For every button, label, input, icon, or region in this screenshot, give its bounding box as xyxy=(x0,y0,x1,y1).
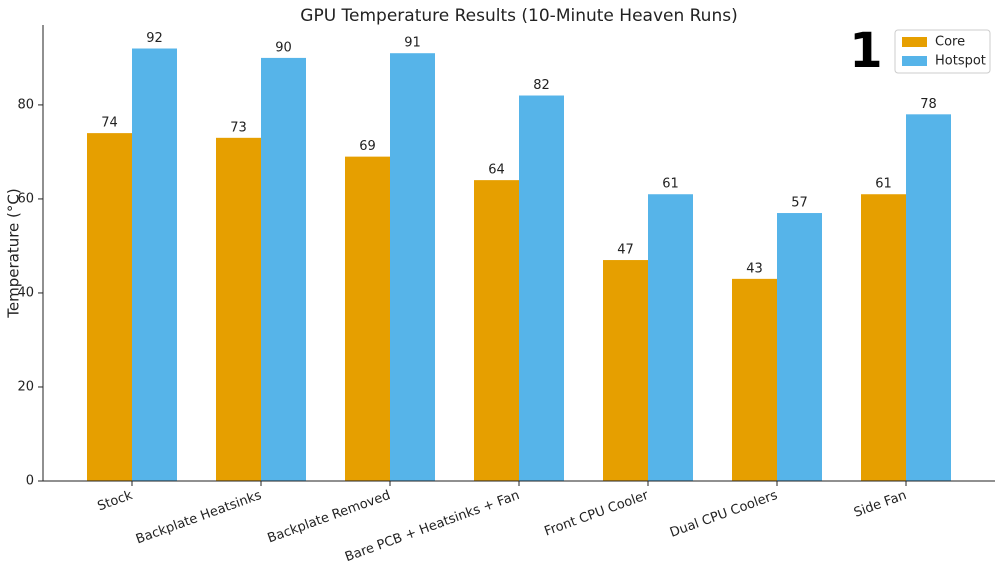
value-label: 47 xyxy=(617,243,634,258)
value-label: 91 xyxy=(404,36,421,51)
bar xyxy=(261,57,306,481)
y-tick-label: 0 xyxy=(26,474,34,489)
value-label: 57 xyxy=(791,196,808,211)
x-tick-label: Side Fan xyxy=(852,488,909,521)
y-tick-label: 80 xyxy=(17,97,34,112)
chart-title: GPU Temperature Results (10-Minute Heave… xyxy=(300,6,737,26)
value-label: 64 xyxy=(488,163,505,178)
x-tick-label: Backplate Removed xyxy=(266,488,393,546)
bar xyxy=(777,213,822,481)
bar xyxy=(132,48,177,481)
y-tick-label: 60 xyxy=(17,191,34,206)
x-tick-label: Front CPU Cooler xyxy=(543,488,652,540)
bar xyxy=(390,53,435,482)
bar xyxy=(519,95,564,481)
value-label: 74 xyxy=(101,116,118,131)
value-label: 78 xyxy=(920,97,937,112)
bar xyxy=(906,114,951,482)
bar xyxy=(732,278,777,481)
value-label: 61 xyxy=(875,177,892,192)
legend-label: Hotspot xyxy=(935,54,986,69)
bar xyxy=(861,194,906,481)
legend-swatch xyxy=(902,56,927,66)
value-label: 43 xyxy=(746,261,763,276)
value-label: 69 xyxy=(359,139,376,154)
bar xyxy=(648,194,693,481)
x-tick-label: Stock xyxy=(96,488,135,515)
bar xyxy=(216,137,261,481)
y-tick-label: 20 xyxy=(17,379,34,394)
value-label: 92 xyxy=(146,31,163,46)
y-tick-label: 40 xyxy=(17,285,34,300)
bar xyxy=(603,260,648,481)
y-axis-label: Temperature (°C) xyxy=(5,188,23,318)
annotation: 1 xyxy=(849,23,882,79)
value-label: 90 xyxy=(275,40,292,55)
legend-label: Core xyxy=(935,35,965,50)
value-label: 61 xyxy=(662,177,679,192)
legend-swatch xyxy=(902,37,927,47)
bar xyxy=(474,180,519,481)
x-tick-label: Dual CPU Coolers xyxy=(668,488,780,541)
value-label: 73 xyxy=(230,120,247,135)
x-tick-label: Backplate Heatsinks xyxy=(134,488,264,547)
value-label: 82 xyxy=(533,78,550,93)
bar xyxy=(87,133,132,481)
legend: Core Hotspot xyxy=(894,29,991,74)
bar xyxy=(345,156,390,482)
